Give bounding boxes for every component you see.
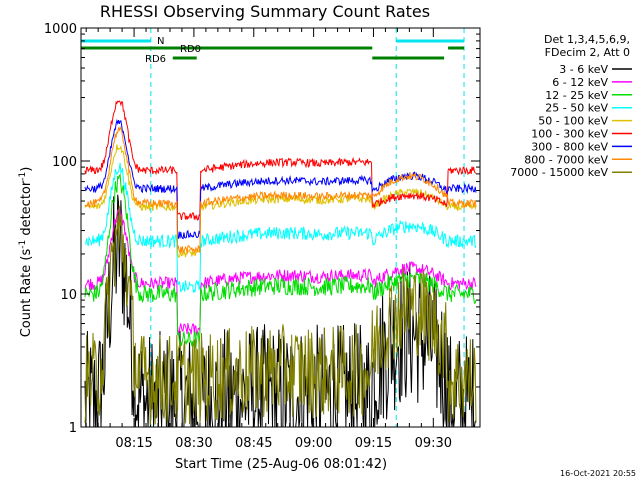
series-line [84,125,477,255]
series-line [84,162,477,293]
series-line [84,173,477,349]
x-tick-label: 08:45 [235,436,272,451]
legend-entry-label: 25 - 50 keV [545,102,608,115]
legend-entry-label: 800 - 7000 keV [524,153,608,166]
legend-header: FDecim 2, Att 0 [545,46,630,59]
legend-entry-label: 300 - 800 keV [531,140,608,153]
series-line [84,144,477,258]
y-tick-label: 1000 [44,22,77,37]
legend-entry-label: 3 - 6 keV [559,63,608,76]
legend-entry-label: 50 - 100 keV [538,115,608,128]
x-axis-label: Start Time (25-Aug-06 08:01:42) [175,457,387,472]
x-tick-label: 09:15 [355,436,392,451]
legend-entry-label: 12 - 25 keV [545,89,608,102]
rd6-label: RD6 [145,54,166,65]
x-tick-label: 08:30 [175,436,212,451]
series-line [84,208,477,336]
x-tick-label: 08:15 [115,436,152,451]
y-tick-label: 10 [60,288,77,303]
y-axis-label: Count Rate (s-1 detector-1) [18,167,34,338]
legend: Det 1,3,4,5,6,9,FDecim 2, Att 0 3 - 6 keV… [510,33,632,179]
svg-text:Count Rate (s-1 detector-1): Count Rate (s-1 detector-1) [18,167,34,338]
rd0-label: RD0 [180,44,201,55]
legend-entry-label: 7000 - 15000 keV [510,166,608,179]
plot-frame [80,27,481,428]
night-label: N [157,36,164,47]
series-line [84,205,477,425]
x-tick-label: 09:00 [295,436,332,451]
legend-entry-label: 100 - 300 keV [531,128,608,141]
x-tick-label: 09:30 [415,436,452,451]
generation-timestamp: 16-Oct-2021 20:55 [560,469,636,478]
y-tick-label: 100 [52,155,77,170]
plot-area: N RD0 RD6 [80,28,477,428]
axes: 1 10 100 1000 08:15 08:30 08:45 09:00 09:15 09:30 [44,22,481,451]
y-tick-label: 1 [69,421,77,436]
series-line [84,100,477,221]
chart-title: RHESSI Observing Summary Count Rates [100,2,430,21]
legend-header: Det 1,3,4,5,6,9, [544,33,630,46]
legend-entry-label: 6 - 12 keV [552,76,608,89]
series-group [84,100,477,428]
